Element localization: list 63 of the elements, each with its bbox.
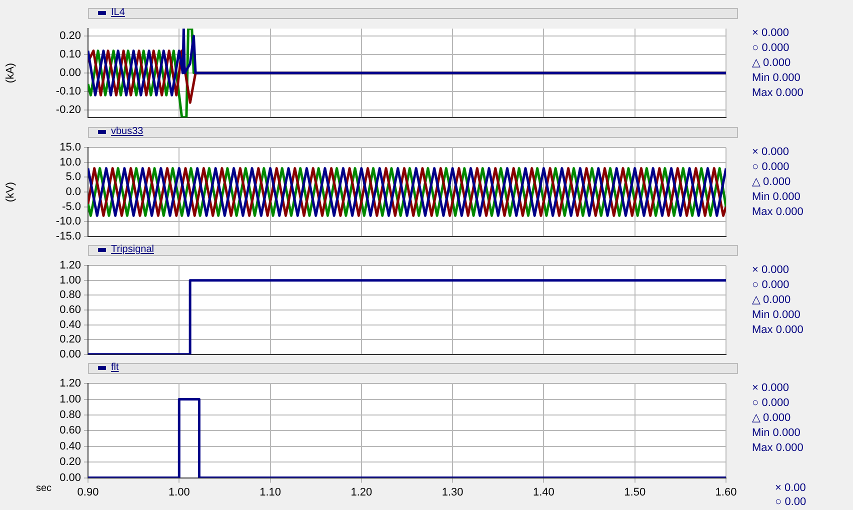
y-tick-label: -15.0 [56, 230, 81, 242]
y-tick-label: 0.0 [66, 186, 81, 198]
y-tick-label: 1.00 [60, 274, 81, 286]
text: × 0.000 [752, 145, 790, 160]
text: ○ 0.00 [775, 495, 806, 509]
text: Min 0.000 [752, 426, 802, 441]
y-tick-label: 0.60 [60, 304, 81, 316]
text: × 0.00 [775, 481, 806, 495]
y-tick-label: 0.00 [60, 67, 81, 80]
y-tick-label: 0.20 [60, 334, 81, 346]
y-tick-label: -0.20 [56, 104, 81, 116]
y-tick-label: 15.0 [60, 142, 81, 154]
y-tick-label: 0.80 [60, 409, 81, 422]
x-tick-label: 1.00 [168, 486, 190, 498]
text: Max 0.000 [752, 441, 804, 456]
text: Min 0.000 [752, 190, 802, 205]
y-tick-label: 0.00 [60, 472, 81, 484]
text: ○ 0.000 [752, 41, 790, 56]
x-tick-label: 1.40 [533, 486, 554, 498]
text: Min 0.000 [752, 71, 802, 86]
text: ○ 0.000 [752, 278, 790, 293]
text: Max 0.000 [752, 205, 804, 220]
text: △ 0.000 [752, 411, 792, 426]
text: × 0.000 [752, 263, 790, 278]
x-tick-label: 1.20 [350, 486, 372, 498]
y-tick-label: -10.0 [56, 216, 81, 228]
y-tick-label: 0.20 [60, 30, 81, 42]
x-tick-label: 1.10 [260, 486, 281, 498]
x-tick-label: 1.60 [715, 486, 737, 498]
text: Max 0.000 [752, 323, 804, 338]
y-tick-label: 5.0 [66, 171, 81, 184]
chart-title: Tripsignal [111, 244, 154, 255]
y-tick-label: 0.20 [60, 456, 81, 468]
y-tick-label: 0.10 [60, 48, 81, 61]
text: △ 0.000 [752, 56, 792, 71]
y-tick-label: 1.00 [60, 393, 81, 406]
chart-title: flt [111, 362, 119, 373]
y-axis-title: (kV) [4, 182, 17, 202]
text: Min 0.000 [752, 308, 802, 323]
x-tick-label: 1.30 [442, 486, 464, 498]
y-tick-label: 0.60 [60, 424, 81, 437]
x-tick-label: 1.50 [624, 486, 646, 498]
y-tick-label: -5.0 [62, 200, 81, 213]
chart-title: IL4 [111, 7, 125, 18]
text: ○ 0.000 [752, 396, 790, 411]
text: ○ 0.000 [752, 160, 790, 175]
y-tick-label: 0.40 [60, 318, 81, 331]
x-axis-title: sec [36, 483, 52, 494]
x-tick-label: 0.90 [77, 486, 99, 498]
text: Max 0.000 [752, 86, 804, 101]
text: △ 0.000 [752, 175, 792, 190]
text: △ 0.000 [752, 293, 792, 308]
y-tick-label: 0.80 [60, 289, 81, 302]
y-tick-label: 1.20 [60, 378, 81, 390]
text: × 0.000 [752, 26, 790, 41]
y-axis-title: (kA) [4, 62, 17, 84]
y-tick-label: 0.00 [60, 348, 81, 360]
y-tick-label: 1.20 [60, 260, 81, 272]
chart-title: vbus33 [111, 126, 144, 137]
y-tick-label: -0.10 [56, 86, 81, 98]
y-tick-label: 0.40 [60, 440, 81, 452]
text: × 0.000 [752, 381, 790, 396]
y-tick-label: 10.0 [60, 156, 81, 168]
